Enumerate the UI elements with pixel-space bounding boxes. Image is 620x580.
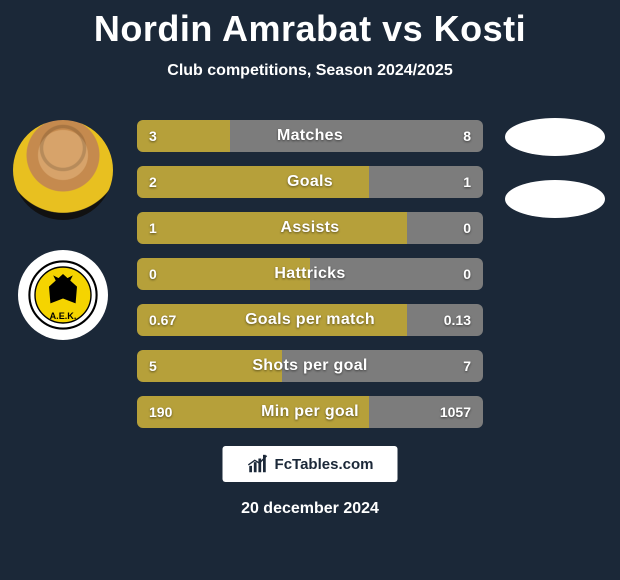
stat-value-right: 0.13 xyxy=(444,304,471,336)
chart-icon xyxy=(247,453,269,475)
subtitle: Club competitions, Season 2024/2025 xyxy=(0,62,620,80)
stat-value-left: 2 xyxy=(149,166,157,198)
stat-value-left: 190 xyxy=(149,396,172,428)
stat-value-left: 0.67 xyxy=(149,304,176,336)
stat-bar-right xyxy=(310,258,483,290)
stat-bar-right xyxy=(230,120,483,152)
stat-value-right: 8 xyxy=(463,120,471,152)
aek-crest-icon: A.E.K. xyxy=(28,260,98,330)
stat-row: 0.670.13Goals per match xyxy=(137,304,483,336)
stat-bar-left xyxy=(137,212,407,244)
stat-value-right: 0 xyxy=(463,258,471,290)
stat-row: 57Shots per goal xyxy=(137,350,483,382)
stat-value-right: 7 xyxy=(463,350,471,382)
page-title: Nordin Amrabat vs Kosti xyxy=(0,0,620,50)
stat-value-left: 1 xyxy=(149,212,157,244)
stat-value-right: 0 xyxy=(463,212,471,244)
stat-bar-right xyxy=(282,350,483,382)
stat-value-left: 5 xyxy=(149,350,157,382)
stat-row: 38Matches xyxy=(137,120,483,152)
stats-comparison-chart: 38Matches21Goals10Assists00Hattricks0.67… xyxy=(137,120,483,428)
stat-row: 00Hattricks xyxy=(137,258,483,290)
stat-row: 10Assists xyxy=(137,212,483,244)
stat-bar-left xyxy=(137,166,369,198)
stat-value-left: 0 xyxy=(149,258,157,290)
player-left-avatar xyxy=(13,120,113,220)
site-logo-text: FcTables.com xyxy=(275,456,374,473)
stat-bar-left xyxy=(137,258,310,290)
player-left-club-badge: A.E.K. xyxy=(18,250,108,340)
stat-value-right: 1 xyxy=(463,166,471,198)
site-logo: FcTables.com xyxy=(223,446,398,482)
stat-bar-left xyxy=(137,304,407,336)
right-player-column xyxy=(500,118,610,218)
left-player-column: A.E.K. xyxy=(8,120,118,340)
stat-value-right: 1057 xyxy=(440,396,471,428)
stat-row: 1901057Min per goal xyxy=(137,396,483,428)
player-right-club-badge-placeholder xyxy=(505,180,605,218)
stat-bar-right xyxy=(407,212,483,244)
stat-value-left: 3 xyxy=(149,120,157,152)
player-right-avatar-placeholder xyxy=(505,118,605,156)
footer-date: 20 december 2024 xyxy=(0,500,620,518)
stat-bar-left xyxy=(137,350,282,382)
svg-text:A.E.K.: A.E.K. xyxy=(50,311,77,321)
stat-row: 21Goals xyxy=(137,166,483,198)
